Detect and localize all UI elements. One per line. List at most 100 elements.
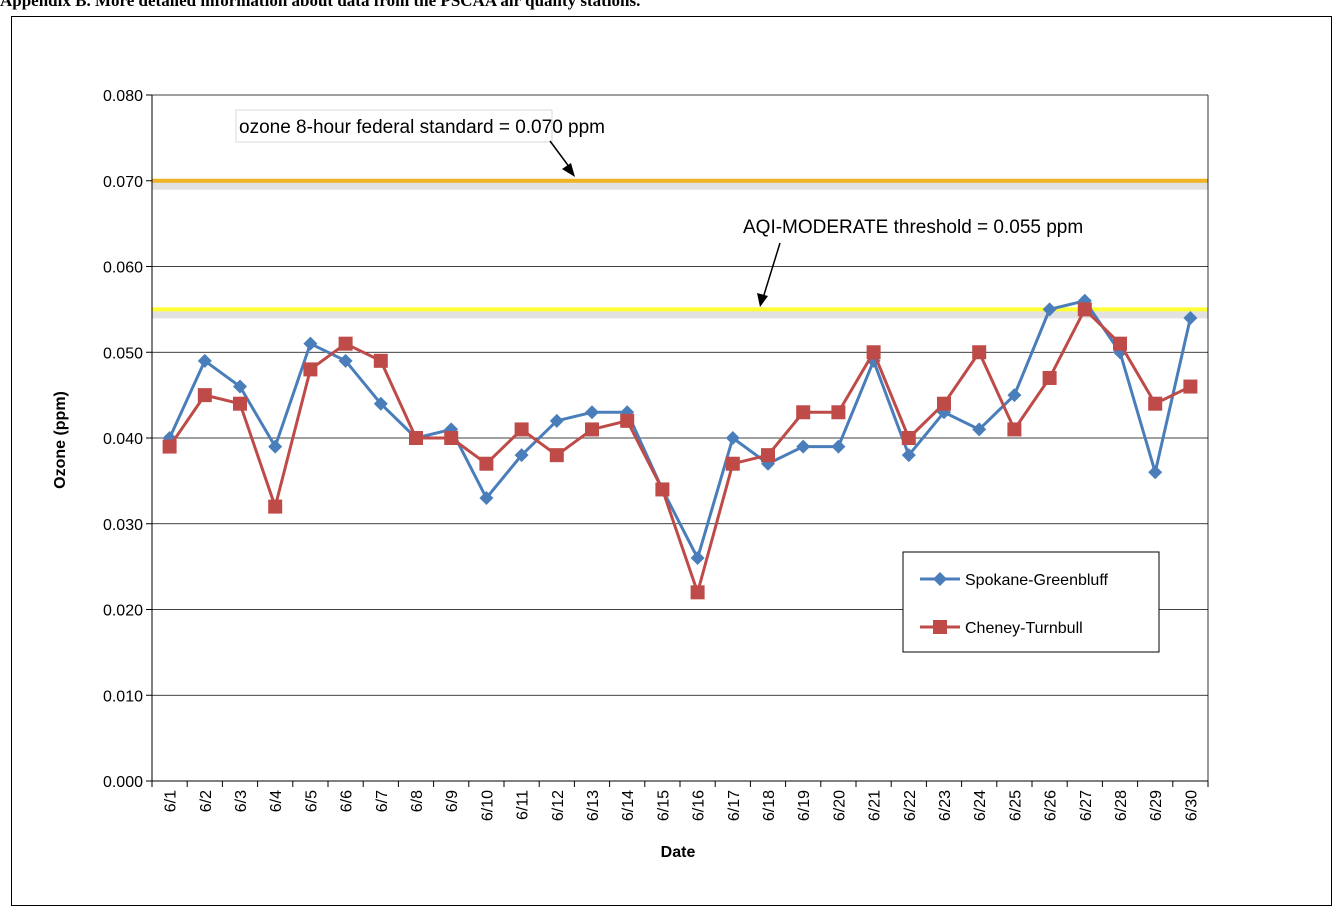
data-point-spokane-greenbluff — [373, 396, 388, 411]
x-tick-label: 6/9 — [444, 790, 461, 812]
data-point-cheney-turnbull — [1077, 302, 1092, 317]
y-tick-labels: 0.000 0.010 0.020 0.030 0.040 0.050 0.060 0.070… — [103, 88, 143, 791]
data-point-cheney-turnbull — [1113, 336, 1127, 351]
x-tick-label: 6/15 — [655, 790, 672, 821]
x-tick-label: 6/26 — [1043, 790, 1060, 821]
data-point-spokane-greenbluff — [690, 551, 705, 566]
y-tick-label: 0.050 — [103, 345, 143, 362]
data-point-spokane-greenbluff — [831, 439, 846, 454]
data-point-spokane-greenbluff — [514, 448, 529, 463]
x-tick-label: 6/28 — [1113, 790, 1130, 821]
data-point-cheney-turnbull — [655, 482, 670, 497]
data-point-cheney-turnbull — [409, 431, 423, 445]
legend-marker-cheney-turnbull — [933, 620, 947, 634]
x-tick-label: 6/22 — [902, 790, 919, 821]
x-tick-label: 6/3 — [233, 790, 250, 812]
data-point-cheney-turnbull — [725, 456, 740, 471]
x-tick-label: 6/17 — [726, 790, 743, 821]
series-line-cheney-turnbull — [168, 307, 1192, 594]
data-point-spokane-greenbluff — [796, 439, 811, 454]
data-point-cheney-turnbull — [796, 405, 811, 420]
data-point-spokane-greenbluff — [1183, 310, 1198, 325]
x-tick-label: 6/11 — [515, 790, 532, 820]
data-point-cheney-turnbull — [162, 439, 177, 454]
data-point-cheney-turnbull — [233, 396, 247, 411]
data-point-cheney-turnbull — [197, 388, 212, 403]
x-tick-label: 6/24 — [972, 790, 989, 821]
x-tick-label: 6/2 — [198, 790, 215, 812]
data-point-spokane-greenbluff — [1007, 388, 1022, 403]
federal-standard-arrow-head — [562, 163, 575, 177]
x-tick-label: 6/5 — [303, 790, 320, 812]
grid-lines — [146, 94, 1208, 782]
data-point-spokane-greenbluff — [901, 448, 916, 463]
y-tick-label: 0.020 — [103, 603, 143, 620]
x-tick-label: 6/14 — [620, 790, 637, 821]
data-point-cheney-turnbull — [1183, 379, 1198, 394]
legend-box — [902, 551, 1160, 653]
data-point-cheney-turnbull — [479, 456, 494, 471]
data-point-cheney-turnbull — [972, 345, 987, 360]
x-tick-label: 6/8 — [409, 790, 426, 812]
x-tick-label: 6/25 — [1007, 790, 1024, 821]
data-point-spokane-greenbluff — [479, 491, 494, 506]
data-point-spokane-greenbluff — [233, 379, 247, 394]
x-tick-label: 6/23 — [937, 790, 954, 821]
legend-label-spokane-greenbluff: Spokane-Greenbluff — [965, 572, 1108, 589]
data-point-spokane-greenbluff — [268, 439, 283, 454]
x-tick-label: 6/19 — [796, 790, 813, 821]
x-tick-label: 6/30 — [1183, 790, 1200, 821]
y-tick-label: 0.080 — [103, 88, 143, 105]
data-point-spokane-greenbluff — [549, 413, 564, 428]
data-point-cheney-turnbull — [937, 396, 951, 411]
annotations: ozone 8-hour federal standard = 0.070 pp… — [235, 109, 1083, 307]
data-point-cheney-turnbull — [1042, 370, 1057, 385]
x-tick-label: 6/20 — [831, 790, 848, 821]
legend-label-cheney-turnbull: Cheney-Turnbull — [965, 620, 1083, 637]
data-point-cheney-turnbull — [1007, 422, 1022, 437]
data-point-spokane-greenbluff — [338, 353, 353, 368]
y-tick-label: 0.010 — [103, 688, 143, 705]
aqi-moderate-arrow-line — [762, 242, 781, 299]
x-axis-label: Date — [661, 844, 696, 861]
x-tick-label: 6/27 — [1078, 790, 1095, 821]
data-point-cheney-turnbull — [338, 336, 353, 351]
series-line-spokane-greenbluff — [168, 299, 1192, 560]
y-tick-label: 0.030 — [103, 517, 143, 534]
x-tick-label: 6/4 — [268, 790, 285, 812]
x-tick-label: 6/29 — [1148, 790, 1165, 821]
legend-marker-spokane-greenbluff — [933, 572, 947, 586]
data-point-cheney-turnbull — [268, 499, 283, 514]
y-axis-label: Ozone (ppm) — [52, 391, 69, 489]
x-tick-label: 6/21 — [867, 790, 884, 821]
data-point-spokane-greenbluff — [1148, 465, 1163, 480]
x-tick-label: 6/6 — [339, 790, 356, 812]
x-tick-label: 6/18 — [761, 790, 778, 821]
federal-standard-label: ozone 8-hour federal standard = 0.070 pp… — [239, 117, 605, 138]
y-tick-label: 0.000 — [103, 774, 143, 791]
data-point-cheney-turnbull — [444, 431, 459, 445]
data-point-cheney-turnbull — [373, 353, 388, 368]
y-tick-label: 0.070 — [103, 174, 143, 191]
data-point-cheney-turnbull — [549, 448, 564, 463]
aqi-moderate-arrow-head — [757, 293, 768, 307]
reference-line-shadow-1 — [152, 310, 1208, 319]
federal-standard-arrow-line — [549, 140, 571, 169]
data-point-spokane-greenbluff — [303, 336, 318, 351]
y-tick-label: 0.040 — [103, 431, 143, 448]
data-series — [162, 293, 1198, 600]
data-point-cheney-turnbull — [303, 362, 318, 377]
aqi-moderate-label: AQI-MODERATE threshold = 0.055 ppm — [743, 217, 1083, 238]
data-point-cheney-turnbull — [514, 422, 529, 437]
data-point-spokane-greenbluff — [1042, 302, 1057, 317]
federal-standard-label-box — [235, 109, 553, 143]
x-tick-label: 6/10 — [479, 790, 496, 821]
data-point-spokane-greenbluff — [585, 405, 599, 420]
data-point-cheney-turnbull — [690, 585, 705, 600]
reference-lines — [152, 178, 1208, 319]
legend: Spokane-Greenbluff Cheney-Turnbull — [902, 551, 1160, 653]
x-tick-label: 6/12 — [550, 790, 567, 821]
data-point-spokane-greenbluff — [725, 431, 740, 445]
x-tick-label: 6/16 — [691, 790, 708, 821]
